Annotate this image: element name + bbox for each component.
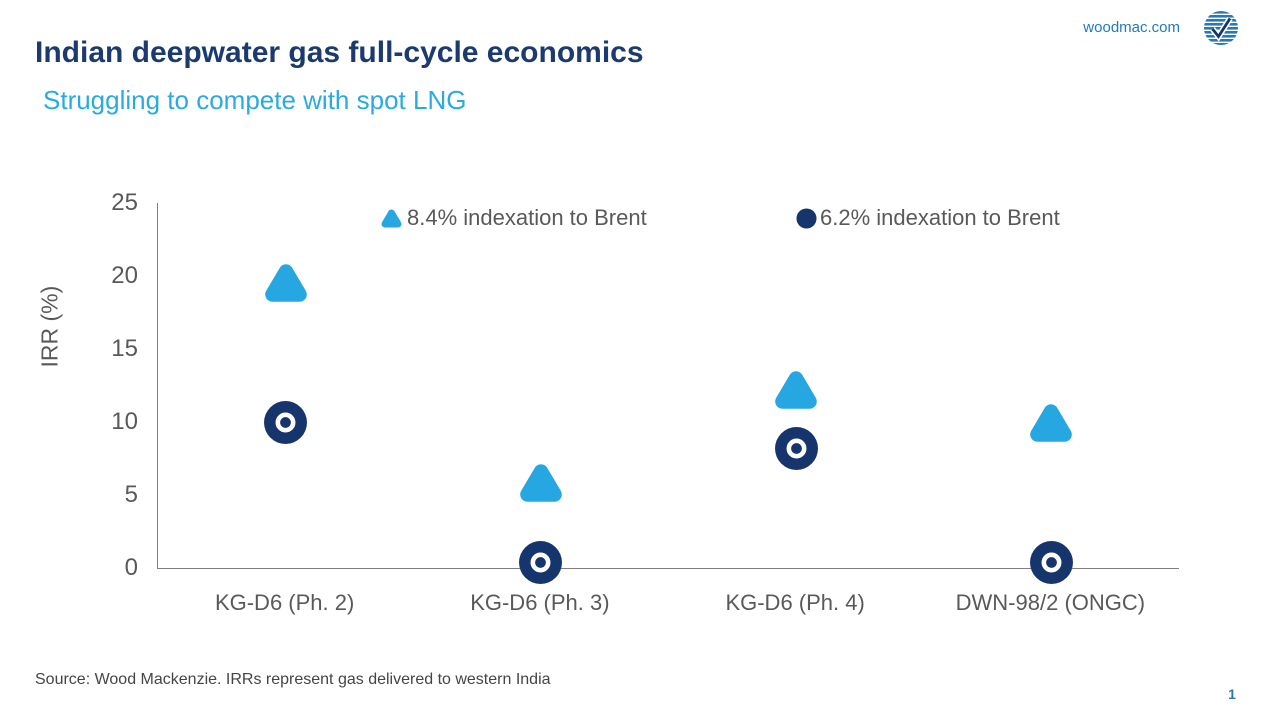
y-tick-label: 15	[111, 335, 138, 362]
page-subtitle: Struggling to compete with spot LNG	[43, 85, 467, 115]
data-point-circle	[774, 426, 819, 471]
y-tick-label: 10	[111, 408, 138, 435]
x-tick-label: DWN-98/2 (ONGC)	[955, 590, 1146, 615]
page-number: 1	[1228, 686, 1236, 702]
data-point-triangle	[770, 366, 822, 414]
data-point-triangle	[260, 259, 312, 307]
legend-circle-icon	[796, 207, 817, 229]
y-tick-label: 5	[124, 481, 138, 508]
legend-label: 8.4% indexation to Brent	[407, 205, 647, 230]
x-tick-label: KG-D6 (Ph. 2)	[214, 590, 355, 615]
data-point-circle	[518, 540, 563, 585]
y-axis-ticks: 0 5 10 15 20 25	[0, 189, 138, 581]
legend-entry: 6.2% indexation to Brent	[796, 205, 1060, 231]
legend-entry: 8.4% indexation to Brent	[379, 205, 647, 231]
x-tick-label: KG-D6 (Ph. 4)	[725, 590, 865, 615]
y-tick-label: 0	[124, 554, 138, 581]
source-note: Source: Wood Mackenzie. IRRs represent g…	[35, 671, 551, 688]
plot-area: 8.4% indexation to Brent 6.2% indexation …	[157, 203, 1179, 584]
data-point-triangle	[1025, 399, 1077, 447]
woodmac-logo-icon	[1203, 10, 1239, 46]
data-point-triangle	[515, 459, 567, 507]
y-tick-label: 20	[111, 262, 138, 289]
site-link[interactable]: woodmac.com	[1083, 19, 1180, 36]
data-point-circle	[263, 400, 308, 445]
page-title: Indian deepwater gas full-cycle economic…	[35, 36, 644, 69]
x-axis-labels: KG-D6 (Ph. 2) KG-D6 (Ph. 3) KG-D6 (Ph. 4) D…	[157, 589, 1178, 621]
y-tick-label: 25	[111, 189, 138, 216]
legend-label: 6.2% indexation to Brent	[820, 205, 1060, 230]
data-point-circle	[1029, 540, 1074, 585]
legend-triangle-icon	[379, 207, 404, 230]
x-tick-label: KG-D6 (Ph. 3)	[470, 590, 610, 615]
